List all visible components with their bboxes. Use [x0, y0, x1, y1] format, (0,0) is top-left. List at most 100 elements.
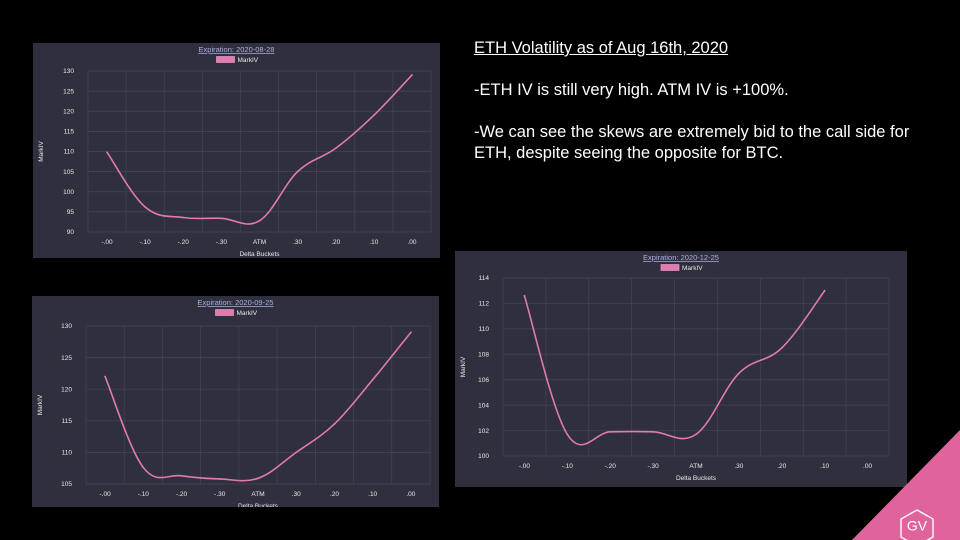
data-point — [372, 114, 375, 117]
chart-expiration-2020-12-25: Expiration: 2020-12-25 MarkIV 100 102 104 106… — [455, 251, 907, 487]
chart-expiration-2020-09-25: Expiration: 2020-09-25 MarkIV 105 110 115 120… — [32, 296, 439, 507]
logo-hexagon-outline — [900, 509, 934, 540]
x-tick-label: -.00 — [101, 239, 113, 246]
x-tick-label: .10 — [368, 491, 377, 498]
y-tick-label: 125 — [61, 355, 72, 362]
data-point — [104, 375, 107, 378]
data-point — [780, 347, 783, 349]
data-point — [334, 147, 337, 150]
y-tick-label: 100 — [63, 189, 74, 196]
x-tick-label: .20 — [331, 239, 340, 246]
data-point — [180, 474, 183, 477]
y-axis-title: MarkIV — [460, 356, 467, 377]
bullet-skew: -We can see the skews are extremely bid … — [474, 123, 910, 162]
chart-svg: Expiration: 2020-12-25 MarkIV 100 102 104 106… — [460, 253, 890, 482]
series-line-markiv — [106, 74, 413, 225]
data-point — [523, 294, 526, 297]
data-point — [182, 216, 185, 219]
data-point — [295, 451, 298, 454]
slide-headline: ETH Volatility as of Aug 16th, 2020 — [474, 39, 729, 57]
x-tick-label: .00 — [863, 463, 872, 470]
y-tick-label: 90 — [67, 229, 75, 236]
y-tick-label: 95 — [67, 209, 75, 216]
x-tick-label: .00 — [406, 491, 415, 498]
x-tick-label: -.30 — [648, 463, 660, 470]
legend-label: MarkIV — [238, 57, 259, 64]
y-tick-label: 108 — [478, 351, 489, 358]
x-tick-label: .10 — [369, 239, 378, 246]
series-line-markiv — [104, 331, 412, 482]
chart-svg: Expiration: 2020-08-28 MarkIV 90 95 100 105 11… — [38, 45, 432, 258]
y-tick-label: 120 — [61, 386, 72, 393]
chart-legend: MarkIV — [215, 309, 258, 317]
x-tick-label: -.00 — [519, 463, 531, 470]
x-tick-label: -.30 — [216, 239, 228, 246]
data-point — [409, 331, 412, 334]
y-tick-label: 110 — [479, 326, 490, 333]
x-axis-title: Delta Buckets — [676, 475, 717, 482]
chart-svg: Expiration: 2020-09-25 MarkIV 105 110 115 120… — [37, 298, 431, 507]
y-tick-label: 130 — [63, 68, 74, 75]
chart-legend: MarkIV — [660, 264, 703, 272]
chart-title: Expiration: 2020-12-25 — [643, 253, 719, 262]
legend-swatch — [215, 309, 234, 316]
data-point — [652, 430, 655, 433]
y-tick-label: 130 — [61, 323, 72, 330]
x-tick-label: -.20 — [178, 239, 190, 246]
data-point — [220, 217, 223, 220]
x-axis-title: Delta Buckets — [238, 503, 279, 507]
data-point — [695, 433, 697, 436]
data-point — [333, 423, 336, 425]
y-tick-label: 112 — [479, 301, 490, 308]
bullet-atm-iv: -ETH IV is still very high. ATM IV is +1… — [474, 81, 789, 99]
chart-title: Expiration: 2020-08-28 — [199, 45, 275, 54]
x-tick-label: ATM — [251, 491, 264, 498]
y-tick-label: 120 — [63, 108, 74, 115]
slide-notes: ETH Volatility as of Aug 16th, 2020 -ETH… — [474, 38, 944, 185]
data-point — [142, 466, 145, 469]
y-tick-label: 110 — [62, 450, 73, 457]
x-axis-title: Delta Buckets — [239, 251, 280, 258]
legend-swatch — [216, 56, 235, 63]
x-tick-label: -.00 — [100, 491, 112, 498]
x-tick-label: ATM — [253, 239, 266, 246]
x-tick-label: .20 — [777, 463, 786, 470]
x-tick-label: .30 — [734, 463, 743, 470]
x-tick-label: .20 — [330, 491, 339, 498]
data-point — [257, 477, 259, 480]
data-point — [609, 430, 612, 433]
data-point — [144, 206, 147, 208]
x-tick-label: -.10 — [140, 239, 152, 246]
y-tick-label: 125 — [63, 88, 74, 95]
data-point — [566, 433, 569, 436]
logo-text: GV — [907, 518, 928, 534]
data-point — [371, 378, 374, 381]
data-point — [258, 219, 261, 222]
y-tick-label: 104 — [478, 402, 489, 409]
y-tick-label: 105 — [63, 169, 74, 176]
chart-legend: MarkIV — [216, 56, 259, 64]
legend-label: MarkIV — [237, 310, 258, 317]
x-tick-label: -.20 — [176, 491, 188, 498]
logo-corner-triangle — [852, 430, 960, 540]
x-tick-label: .30 — [292, 491, 301, 498]
x-tick-label: ATM — [689, 463, 702, 470]
y-tick-label: 110 — [64, 149, 75, 156]
y-tick-label: 100 — [478, 453, 489, 460]
data-point — [737, 372, 740, 375]
chart-expiration-2020-08-28: Expiration: 2020-08-28 MarkIV 90 95 100 105 11… — [33, 43, 440, 258]
x-tick-label: -.10 — [138, 491, 150, 498]
x-tick-label: .00 — [407, 239, 416, 246]
y-tick-label: 106 — [478, 377, 489, 384]
x-tick-label: -.30 — [214, 491, 226, 498]
data-point — [296, 170, 299, 173]
legend-swatch — [660, 264, 680, 271]
data-point — [823, 289, 826, 292]
gv-logo: GV — [852, 430, 960, 540]
x-tick-label: -.20 — [605, 463, 617, 470]
legend-label: MarkIV — [682, 265, 703, 272]
y-tick-label: 115 — [62, 418, 73, 425]
y-axis-title: MarkIV — [38, 141, 45, 162]
data-point — [218, 478, 221, 480]
y-tick-label: 114 — [479, 275, 490, 282]
